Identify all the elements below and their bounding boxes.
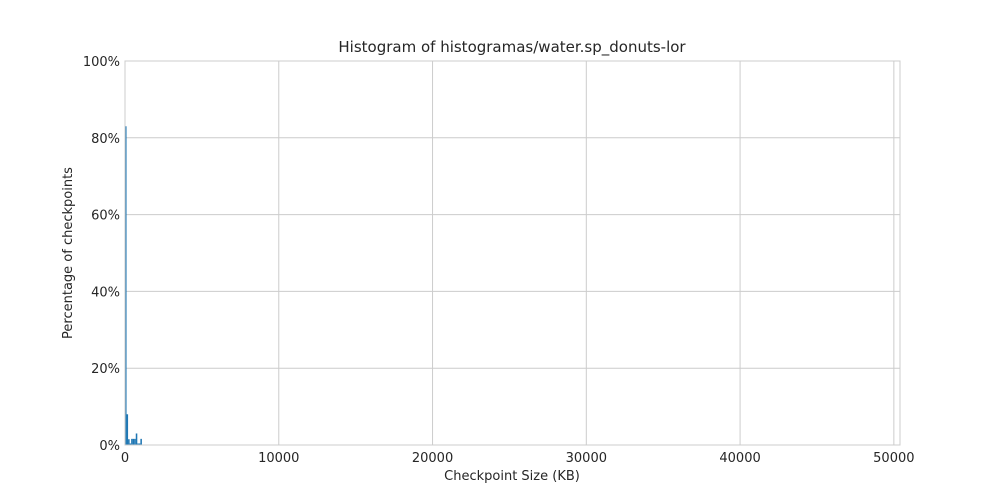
y-tick-label: 60%	[91, 209, 120, 224]
histogram-bar	[135, 433, 138, 445]
histogram-bar	[125, 126, 127, 445]
chart-title: Histogram of histogramas/water.sp_donuts…	[338, 38, 686, 57]
x-axis-label: Checkpoint Size (KB)	[444, 469, 580, 484]
histogram-bar	[128, 439, 130, 445]
histogram-bar	[126, 414, 129, 445]
y-tick-label: 100%	[83, 55, 120, 70]
histogram-bar	[138, 443, 141, 445]
y-axis-ticks: 0% 20% 40% 60% 80% 100%	[83, 55, 120, 454]
histogram-bar	[129, 443, 132, 445]
y-tick-label: 0%	[99, 439, 120, 454]
x-tick-label: 30000	[566, 451, 607, 466]
x-tick-label: 50000	[873, 451, 914, 466]
x-axis-ticks: 0 10000 20000 30000 40000 50000	[121, 451, 915, 466]
y-axis-label: Percentage of checkpoints	[61, 167, 76, 339]
histogram-bar	[134, 438, 136, 445]
histogram-bar	[132, 438, 135, 445]
y-tick-label: 80%	[91, 132, 120, 147]
histogram-bar	[131, 438, 133, 445]
y-tick-label: 40%	[91, 285, 120, 300]
histogram-bar	[137, 443, 139, 445]
y-tick-label: 20%	[91, 362, 120, 377]
plot-frame	[124, 60, 901, 446]
x-tick-label: 0	[121, 451, 129, 466]
x-tick-label: 40000	[719, 451, 760, 466]
x-tick-label: 20000	[412, 451, 453, 466]
x-tick-label: 10000	[258, 451, 299, 466]
histogram-bars	[125, 126, 142, 445]
histogram-bar	[140, 438, 142, 445]
